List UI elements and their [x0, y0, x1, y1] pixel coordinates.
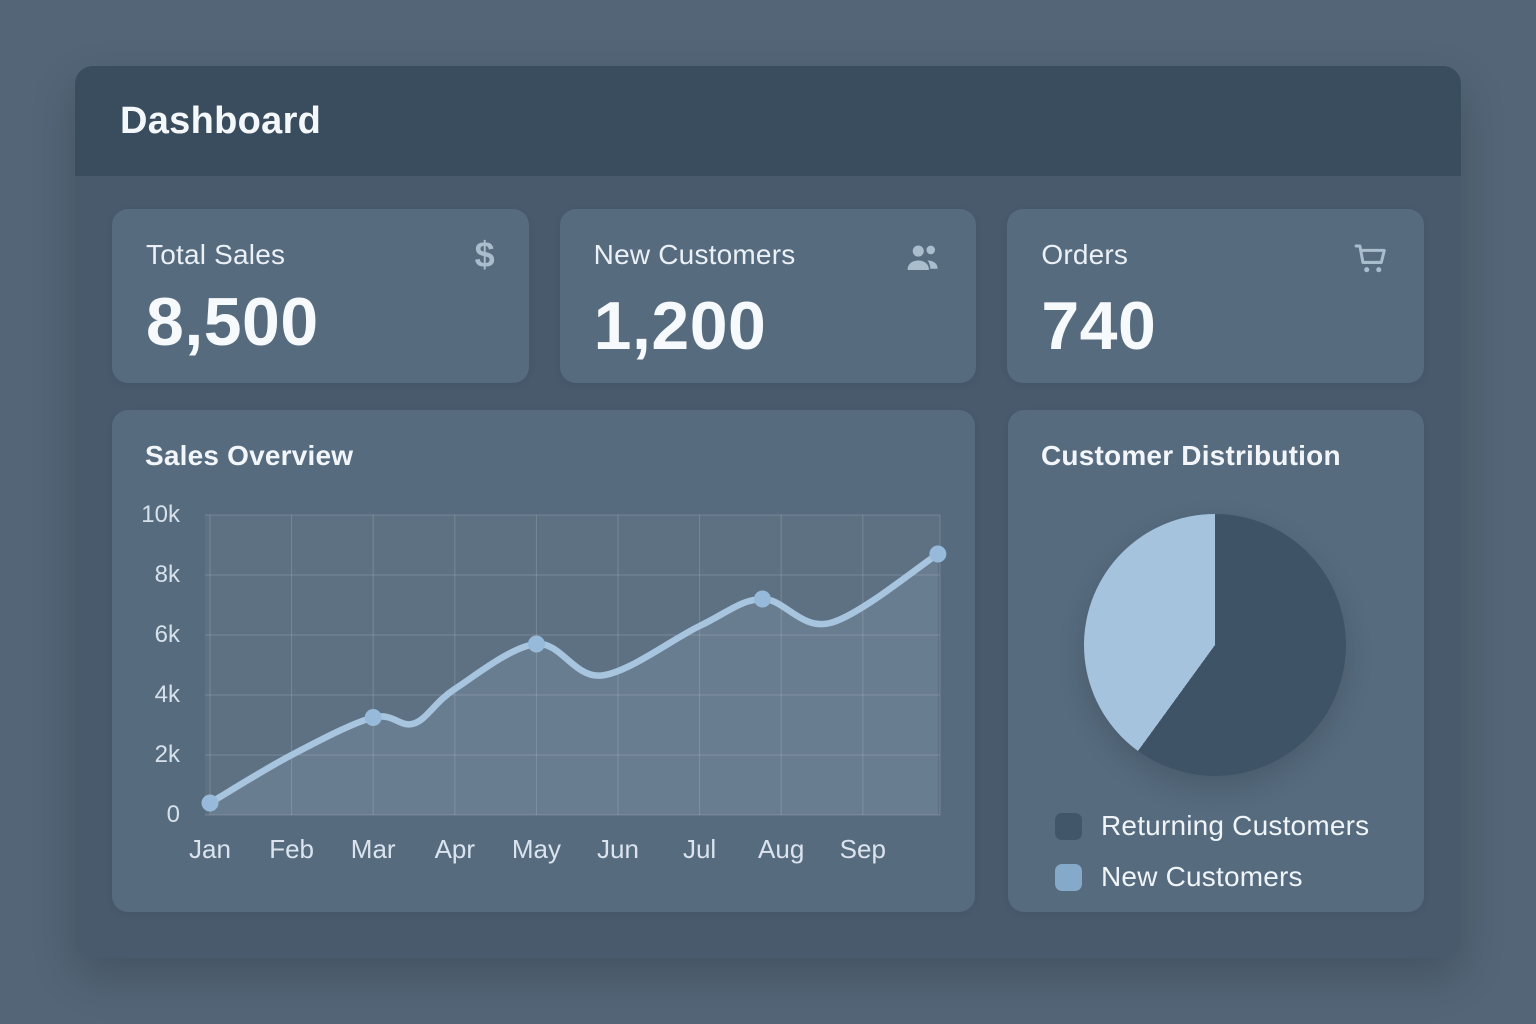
- x-axis-labels: Jan Feb Mar Apr May Jun Jul Aug Sep: [189, 834, 940, 868]
- y-axis-label: 2k: [154, 741, 180, 768]
- customer-distribution-card: Customer Distribution Returning Customer…: [1008, 410, 1424, 912]
- stat-value: 740: [1041, 288, 1157, 364]
- panel-main: Total Sales $ 8,500 New Customers: [75, 176, 1461, 912]
- stat-value: 8,500: [146, 284, 319, 360]
- sales-line-path: [206, 550, 942, 807]
- x-axis-label: Jul: [682, 834, 717, 864]
- panel-header: Dashboard: [75, 66, 1461, 176]
- users-icon: [904, 239, 942, 277]
- x-axis-label: Sep: [839, 834, 886, 864]
- stat-card-header: Orders: [1041, 239, 1390, 277]
- data-point: [753, 590, 771, 608]
- stat-label: Orders: [1041, 239, 1129, 270]
- stat-value: 1,200: [593, 288, 767, 364]
- data-point: [201, 794, 219, 812]
- y-axis-label: 8k: [154, 561, 180, 588]
- x-axis-label: Feb: [269, 834, 314, 864]
- y-axis-label: 0: [166, 801, 180, 828]
- legend-swatch-new: [1055, 863, 1082, 891]
- legend-label: New Customers: [1101, 861, 1303, 892]
- x-axis-label: Apr: [434, 834, 476, 864]
- data-point-markers: [201, 545, 947, 812]
- dashboard-panel: Dashboard Total Sales $ 8,500 New Custom…: [75, 66, 1461, 958]
- pie-chart: [1084, 514, 1346, 776]
- y-axis-label: 6k: [154, 621, 180, 648]
- line-chart-svg: [201, 514, 947, 816]
- x-axis-label: Jan: [189, 834, 231, 864]
- line-chart-plot: [201, 514, 947, 816]
- legend-item-returning-customers: Returning Customers: [1055, 810, 1369, 842]
- cart-icon: [1352, 239, 1390, 277]
- y-axis-labels: 10k 8k 6k 4k 2k 0: [112, 501, 188, 828]
- legend-item-new-customers: New Customers: [1055, 861, 1369, 893]
- y-axis-label: 10k: [141, 501, 180, 528]
- sales-area-fill: [210, 554, 938, 815]
- dollar-icon: $: [474, 234, 495, 275]
- x-axis-label: May: [511, 834, 561, 864]
- y-axis-label: 4k: [154, 681, 180, 708]
- charts-row: Sales Overview 10k 8k 6k 4k 2k 0 Jan Feb Mar Apr…: [112, 410, 1424, 912]
- stat-card-header: New Customers: [594, 239, 943, 277]
- gridlines: [205, 514, 941, 816]
- stat-card-orders: Orders 740: [1007, 209, 1425, 383]
- x-axis-label: Aug: [758, 834, 805, 864]
- stat-card-total-sales: Total Sales $ 8,500: [112, 209, 529, 383]
- stats-row: Total Sales $ 8,500 New Customers: [112, 209, 1425, 383]
- pie-legend: Returning Customers New Customers: [1055, 810, 1369, 893]
- stat-card-new-customers: New Customers 1,200: [559, 209, 977, 383]
- x-axis-label: Mar: [350, 834, 396, 864]
- page-title: Dashboard: [120, 99, 322, 142]
- stat-card-header: Total Sales $: [146, 234, 495, 275]
- chart-title: Sales Overview: [145, 440, 354, 471]
- legend-label: Returning Customers: [1101, 810, 1370, 841]
- stat-label: Total Sales: [146, 239, 286, 270]
- data-point: [929, 545, 947, 563]
- stat-label: New Customers: [593, 239, 796, 270]
- legend-swatch-returning: [1055, 812, 1082, 840]
- x-axis-label: Jun: [597, 834, 639, 864]
- data-point: [527, 635, 545, 653]
- data-point: [364, 709, 382, 726]
- sales-overview-card: Sales Overview 10k 8k 6k 4k 2k 0 Jan Feb Mar Apr…: [112, 410, 975, 912]
- chart-title: Customer Distribution: [1041, 440, 1341, 471]
